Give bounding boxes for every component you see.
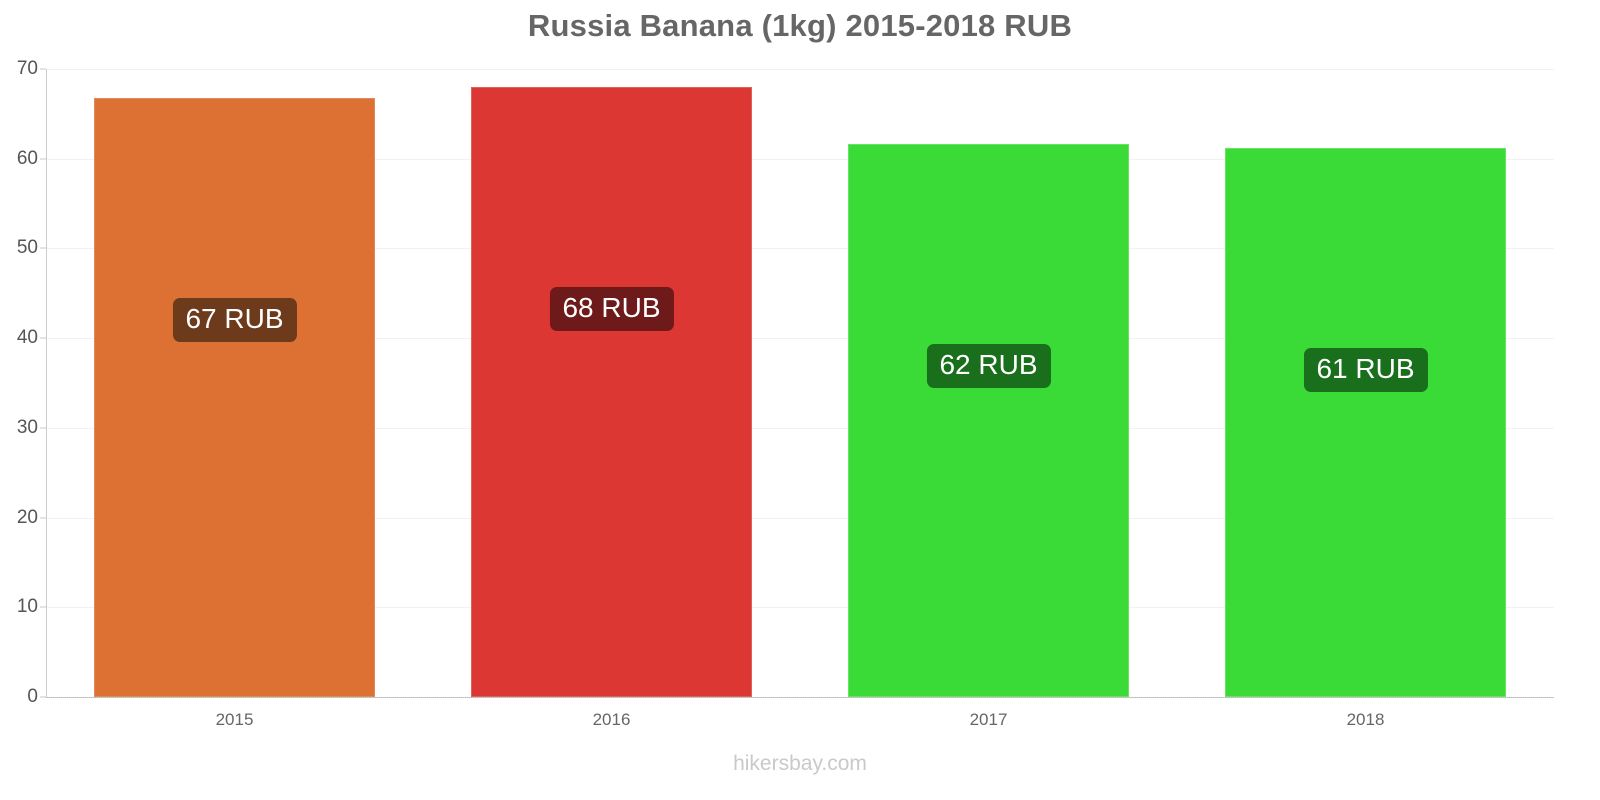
x-axis-tick-label-2017: 2017	[969, 710, 1008, 729]
bar-2016[interactable]	[471, 86, 752, 697]
x-axis-tick-label-2016: 2016	[592, 710, 631, 729]
chart-title: Russia Banana (1kg) 2015-2018 RUB	[527, 8, 1073, 43]
y-axis-tick-label: 70	[16, 58, 38, 79]
x-axis-tick-label-2018: 2018	[1346, 710, 1385, 729]
y-axis-tick-label: 50	[16, 237, 38, 259]
gridline	[46, 158, 1554, 160]
y-axis-tick-label: 40	[16, 327, 38, 349]
y-axis-tick-label: 60	[16, 147, 38, 169]
value-label-2017: 62 RUB	[926, 344, 1051, 389]
x-axis-tick-label-2015: 2015	[215, 710, 254, 729]
y-axis-tick-label: 20	[16, 506, 38, 528]
y-axis-tick-mark	[40, 158, 46, 160]
gridline	[46, 517, 1554, 519]
gridline	[46, 427, 1554, 429]
y-axis-tick-mark	[40, 337, 46, 339]
y-axis-tick-mark	[40, 606, 46, 608]
y-axis-tick-mark	[40, 247, 46, 249]
plot-area: 67 RUB 68 RUB 62 RUB 61 RUB	[46, 69, 1554, 698]
gridline	[46, 607, 1554, 609]
bar-2018[interactable]	[1225, 147, 1506, 697]
y-axis-line	[46, 69, 47, 698]
gridline	[46, 697, 1554, 698]
y-axis-tick-label: 0	[27, 686, 38, 707]
x-axis-tick-labels: 2015 2016 2017 2018	[46, 710, 1554, 740]
value-label-2015: 67 RUB	[172, 297, 297, 342]
y-axis-tick-label: 30	[16, 416, 38, 438]
gridline	[46, 248, 1554, 250]
gridline	[46, 69, 1554, 70]
y-axis-tick-mark	[40, 517, 46, 519]
value-label-2016: 68 RUB	[549, 286, 674, 331]
bar-2017[interactable]	[848, 144, 1129, 697]
gridline	[46, 338, 1554, 340]
value-label-2018: 61 RUB	[1303, 347, 1428, 392]
y-axis-tick-mark	[40, 427, 46, 429]
y-axis-tick-label: 10	[16, 596, 38, 618]
y-axis-tick-mark	[40, 696, 46, 698]
footer-credit: hikersbay.com	[733, 752, 867, 775]
y-axis-tick-mark	[40, 68, 46, 70]
bar-2015[interactable]	[94, 97, 375, 697]
